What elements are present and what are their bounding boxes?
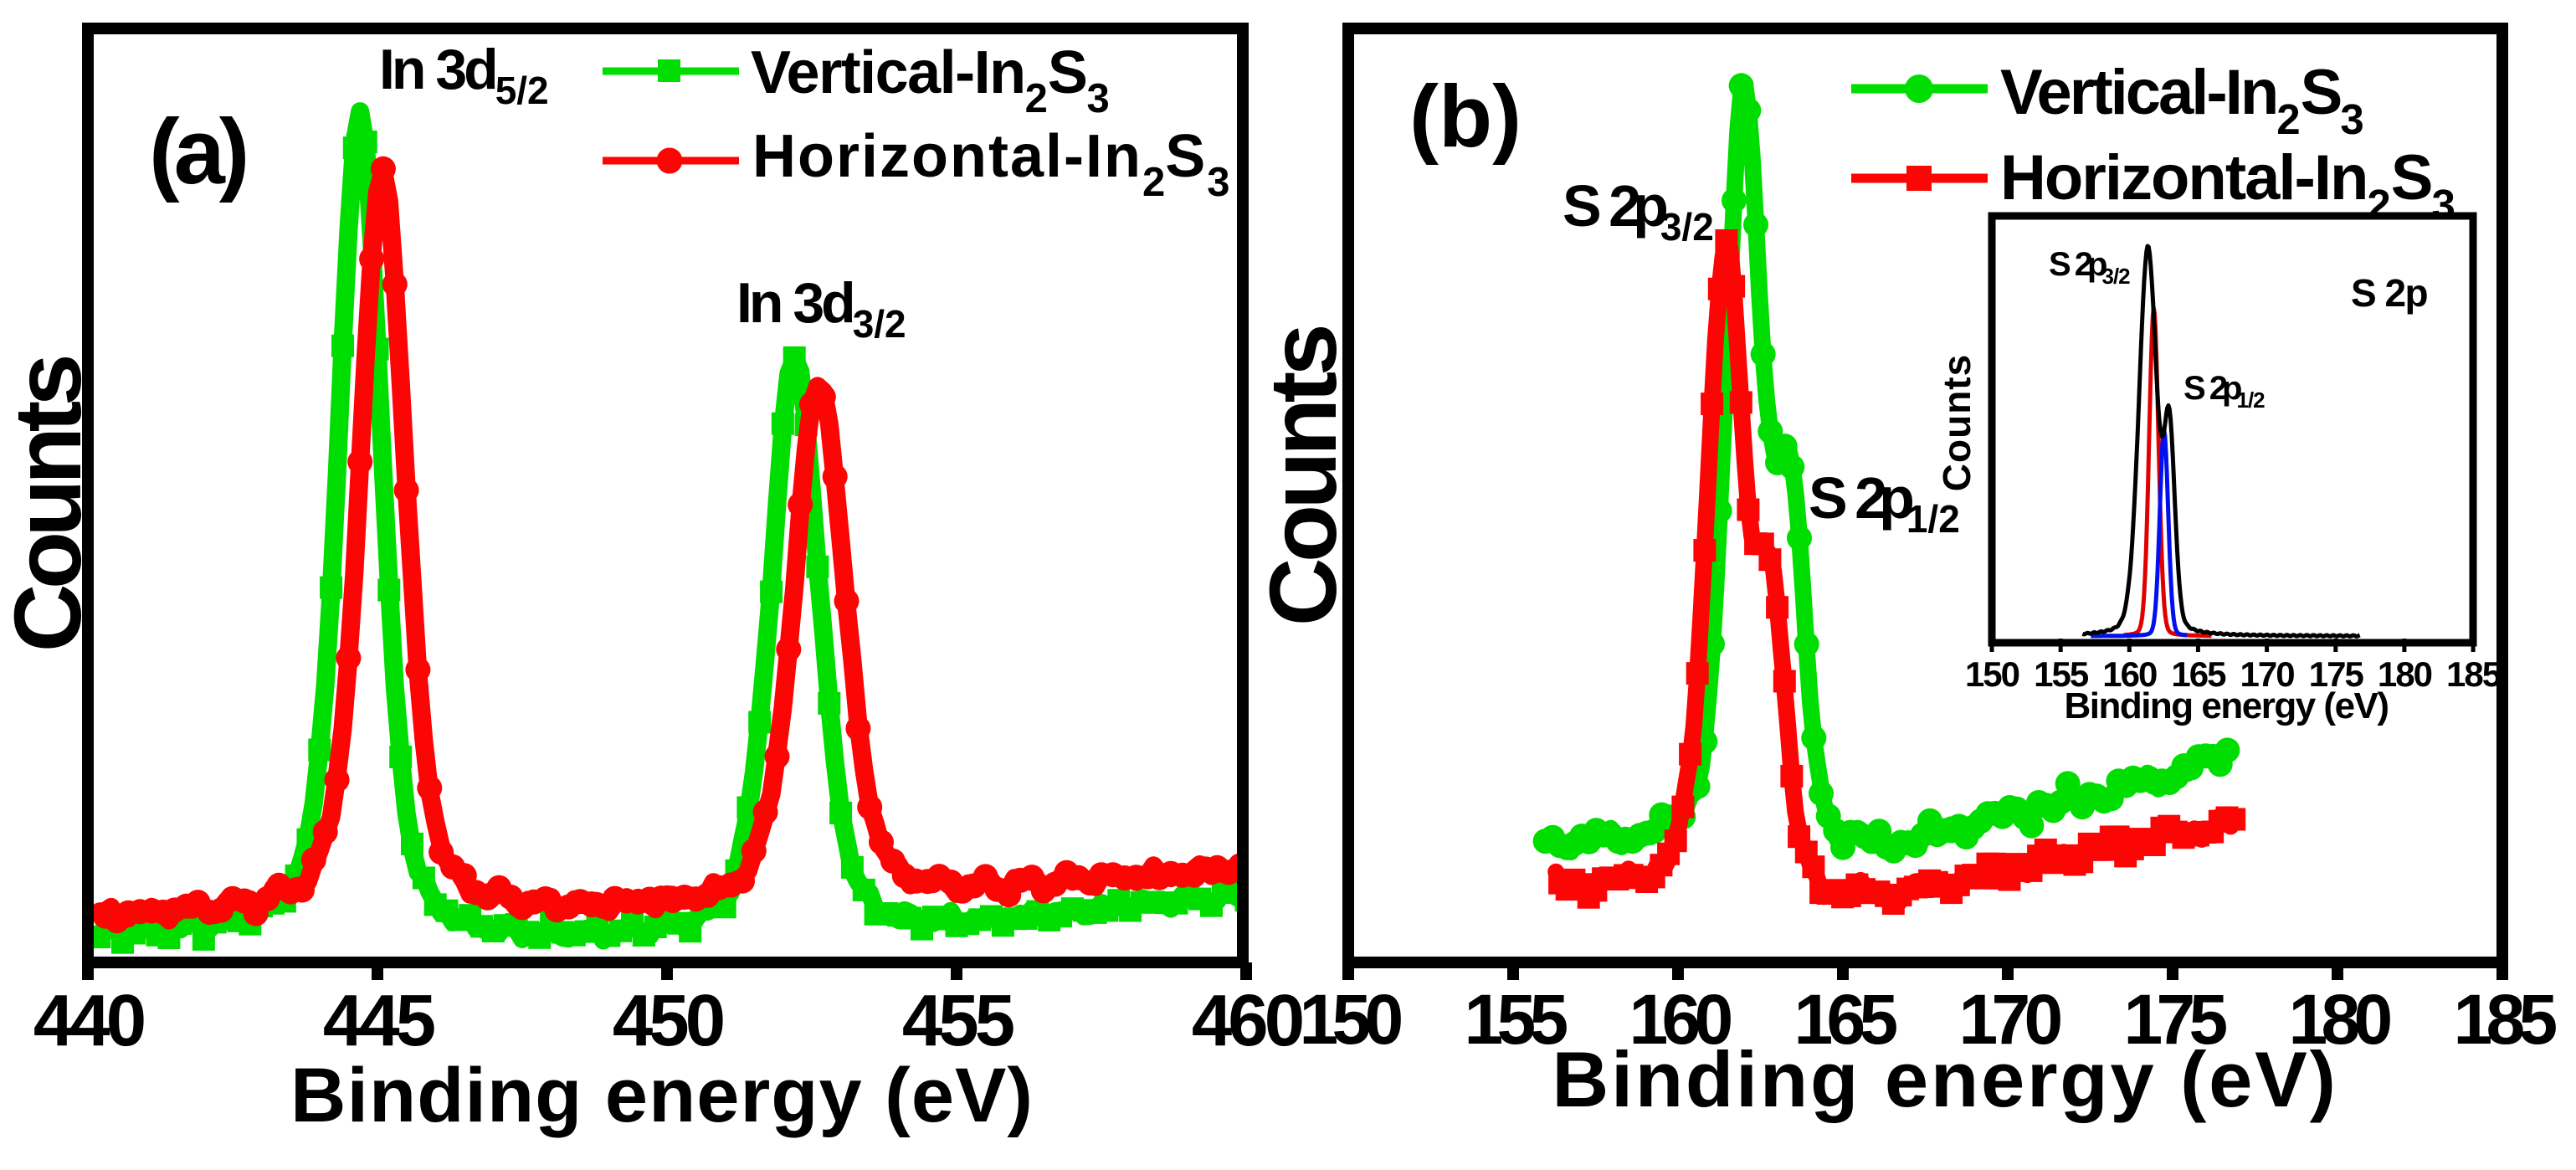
svg-text:In 3d3/2: In 3d3/2	[736, 271, 906, 346]
svg-text:150: 150	[1299, 980, 1401, 1059]
svg-text:460: 460	[1192, 980, 1302, 1061]
svg-text:S 2p: S 2p	[2351, 271, 2428, 315]
svg-text:Counts: Counts	[0, 357, 100, 652]
svg-text:155: 155	[2034, 654, 2089, 694]
svg-text:Binding energy (eV): Binding energy (eV)	[290, 1053, 1034, 1138]
svg-text:Vertical-In2S3: Vertical-In2S3	[2000, 57, 2364, 143]
svg-text:170: 170	[1958, 980, 2060, 1059]
svg-text:185: 185	[2446, 654, 2502, 694]
svg-text:In 3d5/2: In 3d5/2	[379, 38, 549, 112]
svg-text:(a): (a)	[149, 100, 246, 203]
svg-text:Binding energy (eV): Binding energy (eV)	[2064, 685, 2388, 726]
svg-text:Binding energy (eV): Binding energy (eV)	[1552, 1035, 2337, 1123]
svg-text:165: 165	[1793, 980, 1896, 1059]
svg-text:440: 440	[33, 980, 144, 1061]
svg-text:155: 155	[1464, 980, 1567, 1059]
svg-text:185: 185	[2453, 980, 2556, 1059]
svg-text:450: 450	[613, 980, 723, 1061]
svg-text:170: 170	[2240, 654, 2295, 694]
svg-text:445: 445	[323, 980, 434, 1061]
svg-text:(b): (b)	[1409, 68, 1521, 166]
svg-text:160: 160	[1629, 980, 1731, 1059]
svg-text:Horizontal-In2S3: Horizontal-In2S3	[752, 123, 1230, 205]
svg-text:455: 455	[902, 980, 1013, 1061]
svg-text:Vertical-In2S3: Vertical-In2S3	[751, 39, 1110, 121]
svg-text:Counts: Counts	[1935, 354, 1978, 491]
svg-text:Counts: Counts	[1250, 326, 1356, 626]
svg-text:165: 165	[2171, 654, 2226, 694]
svg-text:150: 150	[1965, 654, 2019, 694]
svg-text:180: 180	[2378, 654, 2432, 694]
svg-text:S 2p3/2: S 2p3/2	[1563, 173, 1714, 249]
svg-text:S 2p3/2: S 2p3/2	[2049, 246, 2130, 289]
svg-text:180: 180	[2288, 980, 2390, 1059]
svg-text:175: 175	[2123, 980, 2226, 1059]
svg-text:160: 160	[2102, 654, 2157, 694]
svg-text:175: 175	[2309, 654, 2364, 694]
